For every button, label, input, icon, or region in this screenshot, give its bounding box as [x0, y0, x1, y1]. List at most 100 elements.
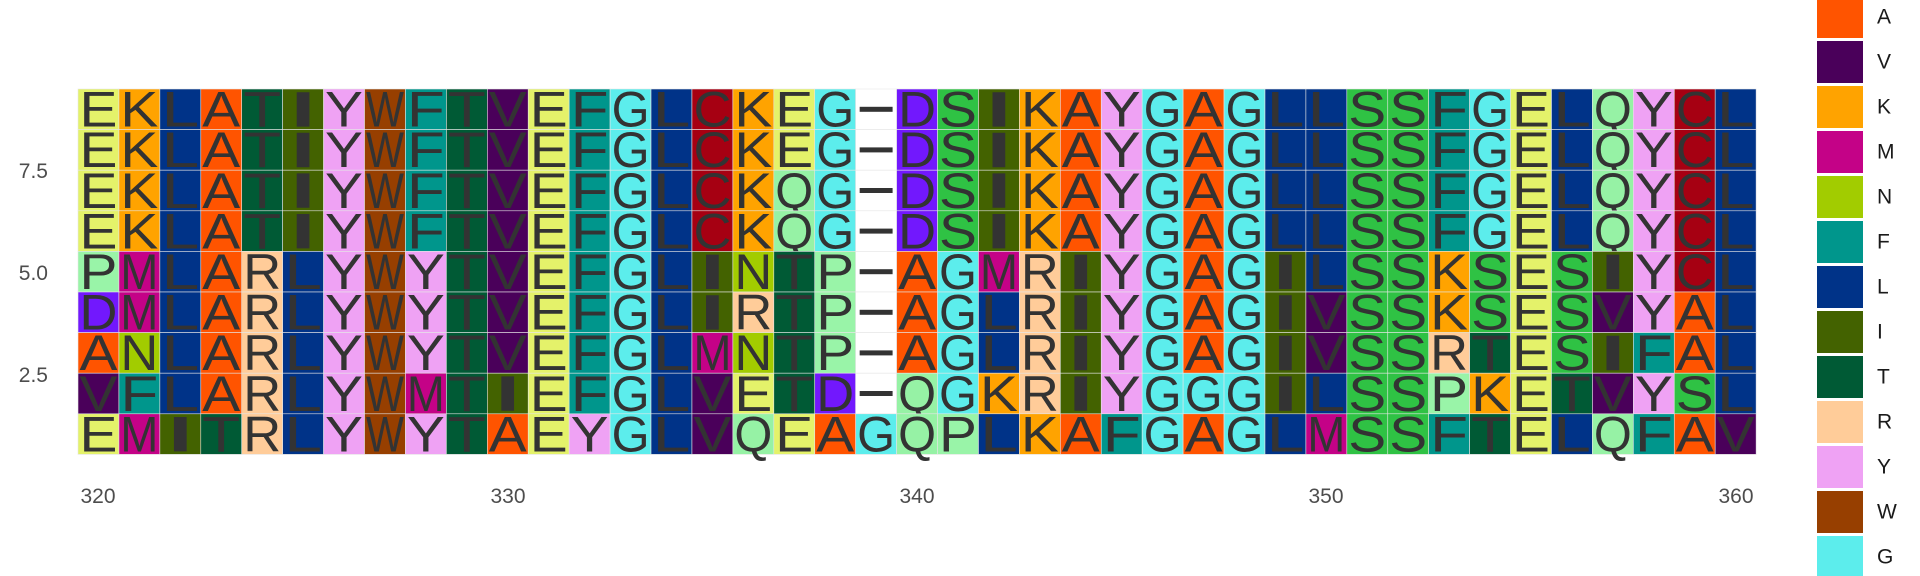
alignment-cell	[241, 251, 283, 293]
residue-letter: G	[1144, 285, 1182, 341]
alignment-cell	[446, 291, 488, 333]
alignment-cell	[609, 129, 652, 171]
alignment-cell	[568, 332, 611, 374]
residue-letter: L	[653, 122, 691, 178]
residue-letter: I	[980, 82, 1018, 138]
residue-letter: S	[1389, 366, 1427, 422]
residue-letter: A	[1676, 406, 1715, 462]
x-tick-label: 330	[490, 485, 525, 508]
residue-letter: S	[1348, 325, 1386, 381]
alignment-cell	[1346, 332, 1389, 374]
residue-letter: K	[1021, 122, 1059, 178]
alignment-cell	[937, 332, 979, 374]
residue-letter: K	[120, 122, 158, 178]
gap-mark	[859, 106, 893, 112]
alignment-cell	[814, 372, 856, 415]
residue-letter: A	[202, 122, 241, 178]
alignment-cell	[405, 372, 447, 415]
residue-letter: I	[1266, 366, 1304, 422]
alignment-cell	[896, 332, 938, 374]
alignment-cell	[1510, 251, 1552, 293]
residue-letter: L	[284, 285, 322, 341]
residue-letter: E	[80, 163, 118, 219]
alignment-cell	[1592, 169, 1634, 212]
alignment-cell	[446, 372, 488, 415]
legend-label: M	[1877, 141, 1895, 164]
residue-letter: E	[1512, 163, 1550, 219]
alignment-cell	[1592, 88, 1634, 130]
alignment-cell	[200, 169, 243, 212]
residue-letter: F	[1430, 163, 1468, 219]
residue-letter: A	[816, 406, 855, 462]
residue-letter: L	[1717, 285, 1755, 341]
residue-letter: A	[1185, 203, 1224, 259]
residue-letter: L	[653, 366, 691, 422]
residue-letter: C	[693, 163, 731, 219]
alignment-cell	[650, 372, 693, 415]
residue-letter: W	[366, 406, 405, 462]
gap-mark	[859, 147, 893, 153]
residue-letter: A	[202, 82, 241, 138]
alignment-cell	[1714, 372, 1757, 415]
residue-letter: F	[1103, 406, 1141, 462]
residue-letter: L	[1717, 203, 1755, 259]
residue-letter: K	[1021, 163, 1059, 219]
residue-letter: V	[489, 163, 528, 219]
legend-label: N	[1877, 186, 1892, 209]
residue-letter: A	[1185, 285, 1224, 341]
alignment-cell	[1100, 332, 1143, 374]
alignment-cell	[732, 129, 775, 171]
residue-letter: L	[1553, 406, 1591, 462]
alignment-cell	[732, 251, 775, 293]
alignment-cell	[1060, 251, 1102, 293]
y-tick-label: 7.5	[19, 160, 48, 183]
residue-letter: E	[80, 203, 118, 259]
residue-letter: I	[1594, 325, 1632, 381]
residue-letter: S	[1389, 325, 1427, 381]
alignment-cell	[159, 129, 202, 171]
residue-letter: V	[1594, 366, 1633, 422]
alignment-cell	[77, 129, 120, 171]
residue-letter: A	[1062, 406, 1101, 462]
residue-letter: E	[80, 122, 118, 178]
residue-letter: L	[1307, 122, 1345, 178]
residue-letter: T	[1471, 325, 1509, 381]
residue-letter: Y	[1103, 82, 1141, 138]
residue-letter: S	[1471, 244, 1509, 300]
legend-label: F	[1877, 231, 1890, 254]
residue-letter: S	[1348, 82, 1386, 138]
residue-letter: Y	[1635, 82, 1673, 138]
residue-letter: C	[693, 82, 731, 138]
alignment-cell	[1223, 88, 1266, 130]
residue-letter: M	[120, 285, 158, 341]
x-tick-label: 340	[899, 485, 934, 508]
alignment-cell	[1673, 413, 1716, 455]
residue-letter: F	[1635, 325, 1673, 381]
residue-letter: Y	[325, 406, 363, 462]
residue-letter: I	[980, 163, 1018, 219]
residue-letter: Q	[1594, 163, 1632, 219]
alignment-cell	[1551, 291, 1593, 333]
legend-key	[1817, 86, 1863, 128]
residue-letter: L	[653, 203, 691, 259]
alignment-cell	[1100, 88, 1143, 130]
residue-letter: V	[489, 203, 528, 259]
alignment-cell	[1060, 210, 1102, 252]
alignment-cell	[486, 129, 529, 171]
residue-letter: L	[1266, 82, 1304, 138]
residue-letter: L	[653, 244, 691, 300]
residue-letter: I	[1594, 244, 1632, 300]
residue-letter: F	[407, 82, 445, 138]
residue-letter: S	[1389, 244, 1427, 300]
residue-letter: A	[898, 325, 937, 381]
legend-key	[1817, 266, 1863, 308]
alignment-cell	[1510, 291, 1552, 333]
alignment-cell	[1592, 129, 1634, 171]
residue-letter: L	[161, 163, 199, 219]
residue-letter: G	[1144, 163, 1182, 219]
alignment-cell	[1428, 210, 1470, 252]
alignment-cell	[1592, 413, 1634, 455]
residue-letter: G	[612, 203, 650, 259]
legend-key	[1817, 221, 1863, 263]
